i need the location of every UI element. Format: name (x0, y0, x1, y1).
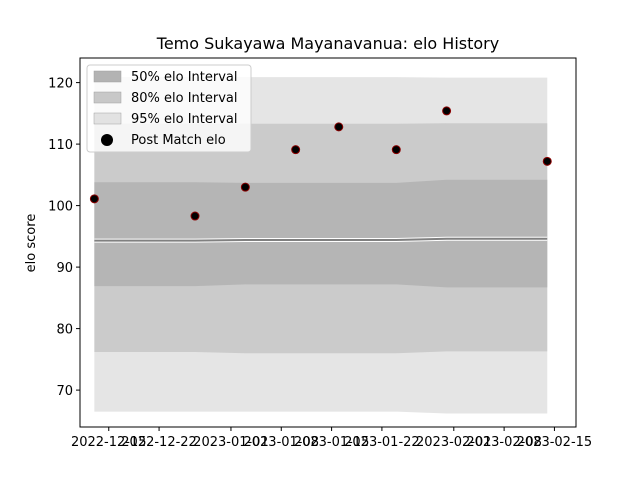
y-axis-ticks: 70 80 90 100 110 120 (48, 77, 80, 399)
post-match-point (190, 211, 200, 221)
y-tick-label: 120 (48, 77, 73, 92)
y-tick-label: 110 (48, 138, 73, 153)
legend-label: 50% elo Interval (131, 70, 238, 85)
x-tick-label: 2023-01-22 (344, 435, 420, 450)
x-axis-ticks: 2022-12-152022-12-222023-01-012023-01-08… (71, 427, 592, 450)
y-tick-label: 90 (56, 261, 73, 276)
legend: 50% elo Interval 80% elo Interval 95% elo … (86, 64, 252, 153)
x-tick-label: 2023-01-01 (193, 435, 269, 450)
post-match-point (89, 194, 99, 204)
mean-elo-line (94, 237, 548, 242)
x-tick-label: 2023-02-08 (466, 435, 542, 450)
y-tick-label: 80 (56, 323, 73, 338)
x-tick-label: 2023-01-08 (243, 435, 319, 450)
legend-swatch (93, 91, 122, 104)
post-match-point (391, 145, 401, 155)
post-match-points (89, 106, 552, 221)
chart-title: Temo Sukayawa Mayanavanua: elo History (156, 34, 499, 53)
post-match-point (240, 182, 250, 192)
x-tick-label: 2023-02-01 (416, 435, 492, 450)
x-tick-label: 2022-12-22 (121, 435, 197, 450)
y-axis-label: elo score (24, 214, 39, 273)
mean-line-group (94, 236, 548, 243)
legend-marker (101, 134, 113, 146)
interval-50-band (94, 179, 548, 288)
post-match-point (334, 122, 344, 132)
y-tick-label: 70 (56, 384, 73, 399)
legend-label: 80% elo Interval (131, 91, 238, 106)
x-tick-label: 2023-01-15 (294, 435, 370, 450)
legend-swatch (93, 70, 122, 83)
legend-label: 95% elo Interval (131, 112, 238, 127)
legend-label: Post Match elo (131, 133, 226, 148)
x-tick-label: 2023-02-15 (517, 435, 593, 450)
post-match-point (542, 156, 552, 166)
legend-box (86, 64, 252, 153)
post-match-point (291, 145, 301, 155)
axes-frame (79, 57, 577, 428)
post-match-point (442, 106, 452, 116)
x-tick-label: 2022-12-15 (71, 435, 147, 450)
y-tick-label: 100 (48, 200, 73, 215)
legend-swatch (93, 112, 122, 125)
